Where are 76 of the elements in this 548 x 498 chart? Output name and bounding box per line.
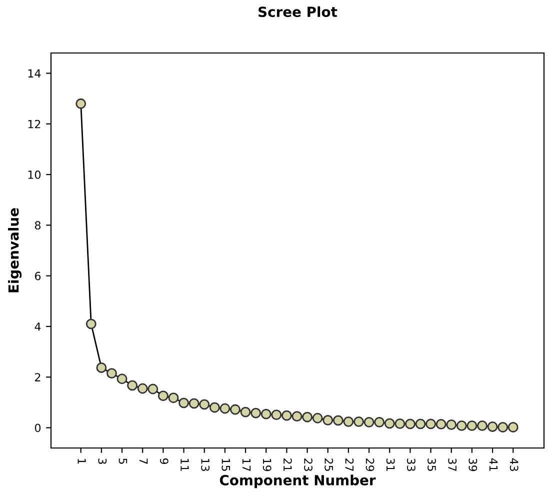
y-tick-label: 8 [34,221,41,230]
x-tick-label: 43 [510,458,518,471]
point [292,411,302,422]
point [466,420,478,431]
x-tick-label: 39 [468,458,478,472]
point [116,374,128,384]
x-tick-label: 41 [489,458,498,471]
point [168,392,179,404]
x-tick-label: 21 [284,458,292,471]
x-tick-label: 29 [366,458,374,472]
x-tick-label: 5 [118,458,128,464]
y-tick-label: 6 [34,272,41,280]
x-tick-label: 15 [222,458,230,471]
point [404,418,416,430]
point [158,390,168,402]
point [498,422,508,432]
x-tick-label: 11 [180,458,189,471]
point [446,419,457,430]
point [322,414,334,426]
x-tick-label: 17 [242,458,251,471]
point [188,398,200,409]
x-tick-label: 33 [406,458,416,471]
point [312,412,323,424]
point [271,410,282,420]
point [199,399,210,410]
point [178,398,189,408]
x-tick-label: 35 [428,458,436,471]
point [426,418,436,430]
x-tick-label: 1 [78,458,86,464]
point [302,412,312,422]
point [220,403,230,414]
point [127,380,138,391]
point [106,368,117,379]
point [436,418,446,430]
point [487,422,498,432]
point [96,362,107,373]
y-tick-label: 2 [35,373,40,382]
y-tick-label: 10 [28,170,41,179]
y-tick-label: 0 [34,424,41,432]
x-tick-label: 31 [386,458,395,471]
point [477,420,488,431]
point [250,408,262,418]
point [230,404,240,415]
point [508,422,518,432]
y-tick-label: 4 [34,322,41,331]
point [240,406,251,418]
point [354,416,364,427]
point [364,416,374,428]
point [384,418,395,429]
point [394,418,406,429]
x-tick-label: 3 [98,458,107,464]
point [281,410,292,421]
point [415,418,426,430]
x-tick-label: 25 [324,458,334,471]
x-axis-title: Component Number [220,474,376,488]
y-tick-label: 14 [28,69,41,78]
x-tick-label: 37 [448,458,457,471]
point [343,416,354,427]
point [76,98,86,109]
x-tick-label: 9 [160,458,168,464]
point [148,384,158,394]
x-tick-label: 27 [345,458,354,471]
x-tick-label: 13 [201,458,210,471]
point [86,318,96,330]
x-tick-label: 23 [304,458,312,471]
y-tick-label: 12 [28,120,40,128]
point [332,415,344,426]
point [260,408,272,420]
x-tick-label: 19 [262,458,272,472]
y-axis-title: Eigenvalue [8,208,22,292]
point [374,416,385,428]
point [209,402,220,413]
point [456,420,467,431]
x-tick-label: 7 [140,458,148,464]
point [137,383,148,394]
chart-title: Scree Plot [258,6,338,18]
